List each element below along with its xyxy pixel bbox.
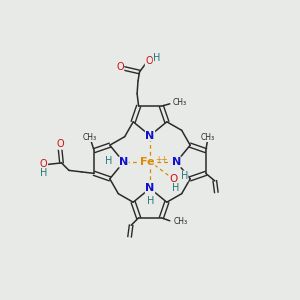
Text: Fe: Fe [140, 157, 155, 167]
Text: N: N [172, 157, 181, 167]
Text: H: H [105, 156, 112, 166]
Text: O: O [116, 62, 124, 73]
Text: CH₃: CH₃ [173, 98, 187, 107]
Text: O: O [56, 139, 64, 149]
Text: H: H [147, 196, 155, 206]
Text: H: H [153, 52, 161, 63]
Text: O: O [169, 173, 177, 184]
Text: N: N [146, 130, 154, 141]
Text: CH₃: CH₃ [200, 133, 214, 142]
Text: ++: ++ [155, 155, 168, 164]
Text: CH₃: CH₃ [82, 133, 97, 142]
Text: O: O [145, 56, 153, 66]
Text: O: O [40, 159, 48, 170]
Text: H: H [181, 171, 188, 181]
Text: N: N [146, 183, 154, 194]
Text: H: H [40, 168, 47, 178]
Text: CH₃: CH₃ [173, 217, 188, 226]
Text: H: H [172, 183, 179, 193]
Text: N: N [119, 157, 128, 167]
